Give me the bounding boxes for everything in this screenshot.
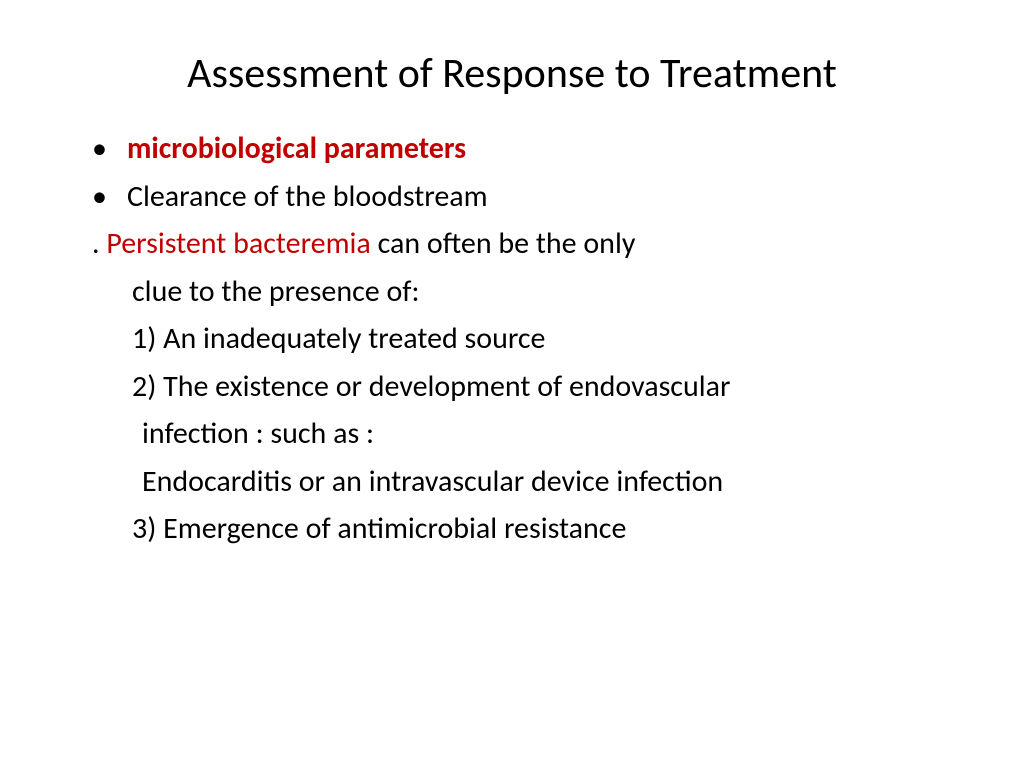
slide-content: • microbiological parameters • Clearance… bbox=[60, 127, 964, 551]
line-rest: can often be the only bbox=[378, 225, 636, 262]
body-line-6: 2) The existence or development of endov… bbox=[60, 365, 964, 409]
body-line-5: 1) An inadequately treated source bbox=[60, 317, 964, 361]
bullet-text-red-bold: microbiological parameters bbox=[127, 127, 466, 171]
body-line-9: 3) Emergence of antimicrobial resistance bbox=[60, 507, 964, 551]
bullet-text: Clearance of the bloodstream bbox=[127, 175, 488, 219]
body-line-8: Endocarditis or an intravascular device … bbox=[60, 460, 964, 504]
body-line-7: infection : such as : bbox=[60, 412, 964, 456]
body-line-4: clue to the presence of: bbox=[60, 270, 964, 314]
line-prefix: . bbox=[92, 225, 106, 262]
bullet-item-1: • microbiological parameters bbox=[60, 127, 964, 171]
bullet-item-2: • Clearance of the bloodstream bbox=[60, 175, 964, 219]
slide-title: Assessment of Response to Treatment bbox=[60, 48, 964, 99]
bullet-marker: • bbox=[92, 175, 107, 219]
red-phrase: Persistent bacteremia bbox=[106, 225, 377, 262]
body-line-3: . Persistent bacteremia can often be the… bbox=[60, 222, 964, 266]
bullet-marker: • bbox=[92, 127, 107, 171]
